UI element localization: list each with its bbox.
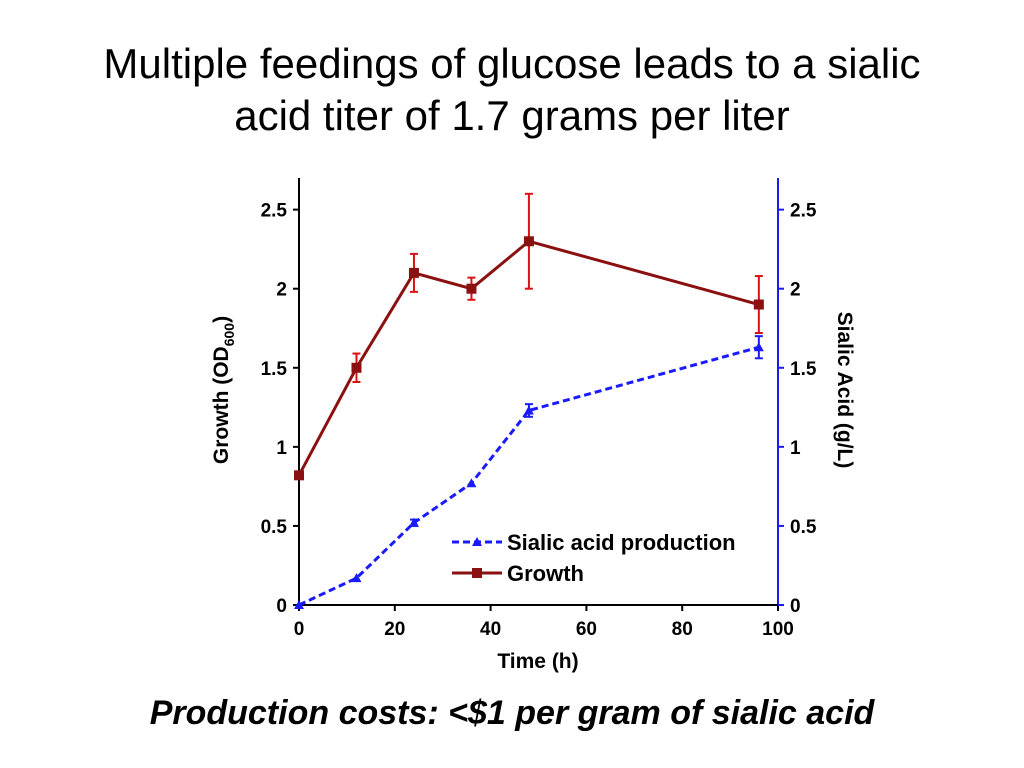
legend: Sialic acid production Growth: [452, 530, 736, 586]
series-group: [294, 192, 764, 609]
right-y-tick-label: 2.5: [790, 201, 817, 222]
growth-point: [351, 362, 362, 373]
left-y-tick-label: 1.5: [261, 359, 288, 380]
legend-sialic-marker: [472, 537, 482, 546]
x-tick-label: 20: [384, 619, 405, 640]
legend-growth-marker: [472, 568, 482, 578]
right-y-tick-label: 1.5: [790, 359, 817, 380]
x-tick-label: 40: [480, 619, 501, 640]
footer-note: Production costs: <$1 per gram of sialic…: [149, 694, 875, 732]
x-axis-label: Time (h): [497, 650, 578, 673]
sialic-point: [523, 405, 534, 415]
sialic-point: [408, 517, 419, 527]
right-y-tick-label: 1: [790, 438, 801, 459]
slide-title: Multiple feedings of glucose leads to a …: [0, 38, 1024, 142]
growth-point: [408, 267, 419, 278]
sialic-series-line: [298, 345, 760, 607]
left-y-axis-label: Growth (OD600): [210, 316, 237, 464]
left-y-tick-label: 1: [276, 438, 287, 459]
x-tick-label: 60: [576, 619, 597, 640]
legend-sialic-label: Sialic acid production: [507, 530, 736, 555]
left-y-tick-label: 0: [276, 596, 287, 617]
x-tick-label: 100: [762, 619, 794, 640]
right-y-tick-label: 0.5: [790, 517, 817, 538]
slide-title-line-1: Multiple feedings of glucose leads to a …: [103, 40, 921, 87]
left-y-label-sub: 600: [221, 323, 237, 347]
growth-point: [294, 470, 304, 481]
sialic-point: [466, 478, 477, 488]
growth-series-line: [297, 239, 760, 477]
right-y-tick-label: 0: [790, 596, 801, 617]
left-y-label-close: ): [210, 316, 233, 323]
left-y-tick-label: 2: [276, 280, 287, 301]
sialic-point: [351, 573, 362, 583]
sialic-point: [294, 600, 304, 609]
slide-title-line-2: acid titer of 1.7 grams per liter: [234, 92, 790, 139]
right-y-axis-label: Sialic Acid (g/L): [833, 312, 856, 469]
left-y-tick-label: 2.5: [261, 201, 288, 222]
left-y-label-main: Growth (OD: [210, 346, 233, 464]
sialic-point: [753, 342, 764, 352]
legend-growth-label: Growth: [507, 561, 584, 586]
left-y-tick-label: 0.5: [261, 517, 288, 538]
growth-point: [466, 283, 477, 294]
x-tick-label: 80: [672, 619, 693, 640]
x-tick-label: 0: [294, 619, 305, 640]
right-y-tick-label: 2: [790, 280, 801, 301]
growth-point: [753, 299, 764, 310]
growth-point: [523, 236, 534, 247]
